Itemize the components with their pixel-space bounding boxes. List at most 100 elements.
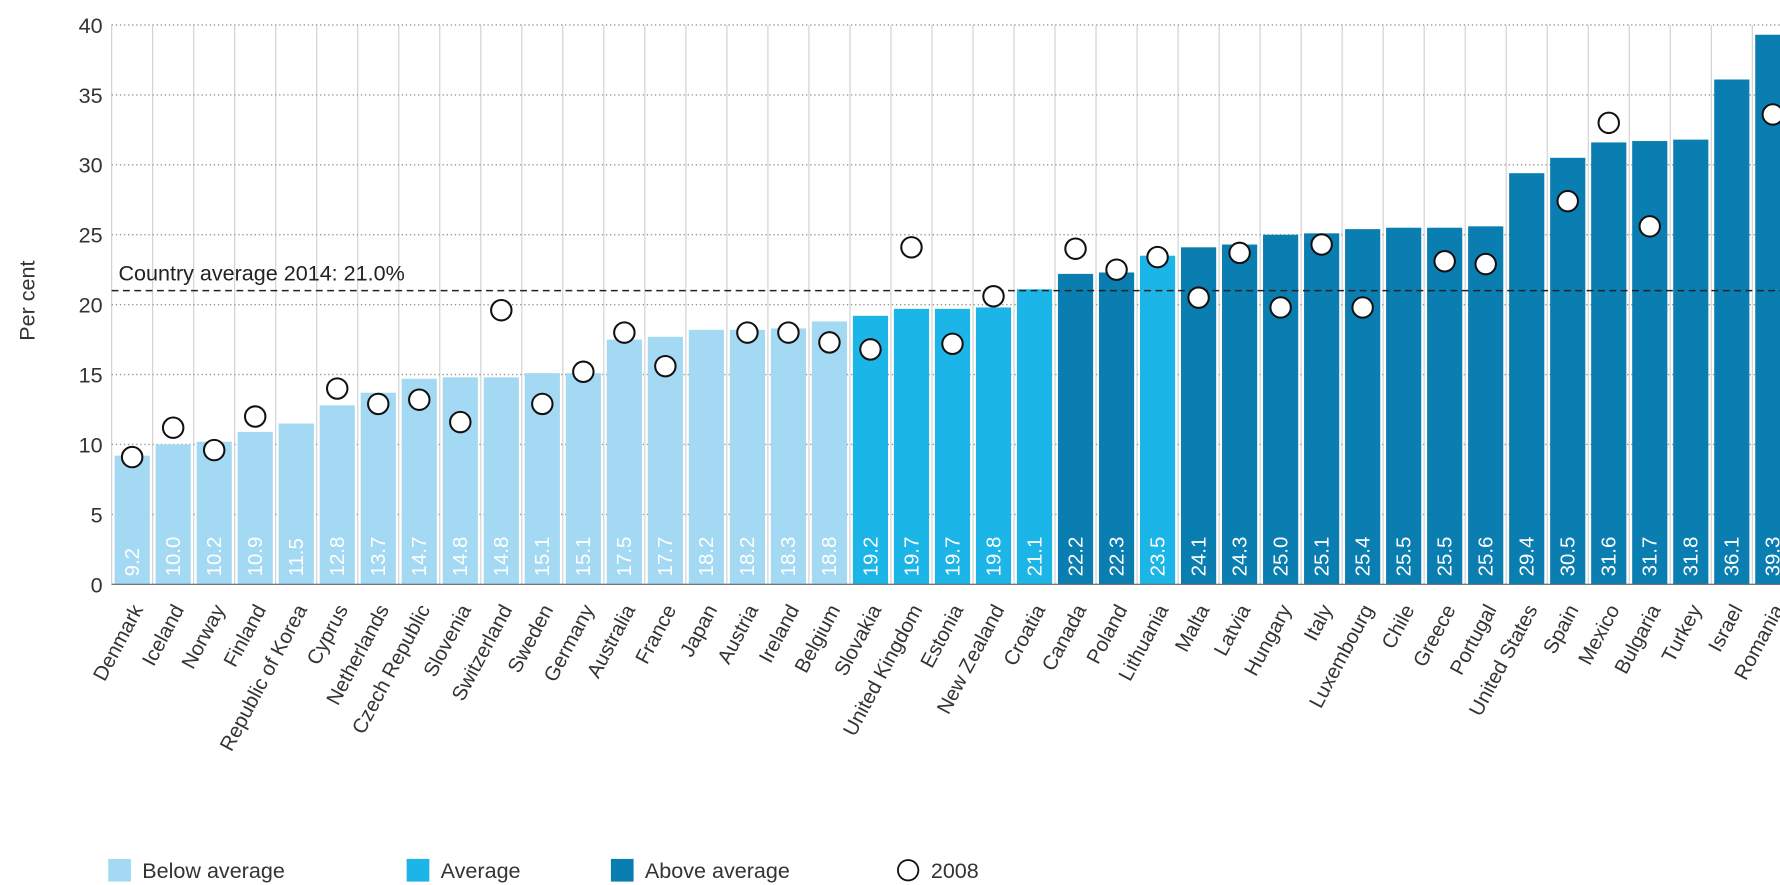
- bar: [319, 405, 355, 585]
- bar: [1673, 139, 1709, 585]
- marker-2008: [490, 299, 513, 322]
- value-label: 31.6: [1599, 537, 1621, 577]
- marker-2008: [161, 416, 185, 439]
- value-label: 23.5: [1147, 537, 1169, 577]
- bar: [237, 431, 273, 585]
- marker-2008: [449, 410, 472, 434]
- bar: [1632, 141, 1668, 585]
- value-label: 18.2: [737, 537, 759, 577]
- value-label: 14.7: [409, 537, 431, 577]
- marker-2008: [941, 332, 964, 356]
- marker-2008: [1597, 111, 1620, 135]
- bar: [155, 444, 191, 585]
- value-label: 19.7: [942, 537, 964, 577]
- marker-2008: [777, 321, 800, 344]
- legend-swatch: [610, 858, 634, 882]
- bar: [1016, 289, 1053, 585]
- y-tick-label: 15: [79, 363, 103, 388]
- bar: [606, 339, 642, 585]
- value-label: 12.8: [327, 537, 349, 577]
- legend-swatch: [108, 858, 131, 882]
- y-tick-label: 0: [91, 572, 103, 597]
- marker-2008: [900, 236, 923, 259]
- value-label: 25.4: [1352, 537, 1374, 577]
- marker-2008: [202, 438, 226, 462]
- legend-swatch: [406, 858, 430, 882]
- bar: [770, 328, 807, 585]
- bar: [483, 377, 519, 585]
- legend-label: Above average: [645, 858, 790, 883]
- x-tick-label: Spain: [1540, 601, 1584, 657]
- value-label: 18.2: [696, 537, 718, 577]
- marker-2008: [1638, 215, 1661, 238]
- bar: [360, 392, 396, 585]
- x-tick-label: Malta: [1171, 601, 1214, 656]
- bar: [1591, 142, 1627, 585]
- bar: [647, 336, 683, 585]
- value-label: 10.9: [245, 537, 267, 577]
- bar: [729, 329, 765, 585]
- x-tick-label: Israel: [1705, 601, 1748, 655]
- y-tick-label: 30: [79, 153, 103, 178]
- marker-2008: [408, 388, 431, 411]
- y-tick-label: 5: [91, 502, 103, 527]
- value-label: 25.5: [1434, 537, 1456, 577]
- value-label: 31.8: [1681, 537, 1703, 577]
- bar: [811, 321, 848, 585]
- value-label: 19.7: [901, 537, 923, 577]
- marker-2008: [1187, 286, 1210, 309]
- bar: [688, 329, 724, 585]
- value-label: 17.7: [655, 537, 677, 577]
- marker-2008: [1433, 250, 1456, 273]
- bar: [1755, 34, 1780, 585]
- marker-2008: [613, 321, 636, 344]
- legend-label: 2008: [931, 858, 979, 883]
- x-tick-label: Turkey: [1658, 601, 1707, 666]
- legend-label: Average: [441, 858, 521, 883]
- marker-2008: [243, 405, 267, 428]
- marker-2008: [1146, 245, 1169, 269]
- bar: [1509, 173, 1545, 585]
- legend-label: Below average: [142, 858, 285, 883]
- value-label: 11.5: [286, 538, 308, 576]
- bar: [1222, 244, 1258, 585]
- marker-2008: [1761, 103, 1780, 126]
- value-label: 25.1: [1311, 537, 1333, 577]
- bar: [1386, 227, 1422, 585]
- value-label: 10.0: [163, 537, 185, 577]
- value-label: 29.4: [1517, 537, 1539, 577]
- marker-2008: [1310, 233, 1333, 256]
- value-label: 25.5: [1393, 537, 1415, 577]
- marker-2008: [531, 392, 554, 416]
- bar: [975, 307, 1012, 585]
- bar: [893, 308, 930, 585]
- bar: [565, 373, 601, 585]
- legend-marker: [897, 859, 920, 882]
- value-label: 21.1: [1024, 537, 1046, 577]
- value-label: 30.5: [1558, 537, 1580, 577]
- value-label: 15.1: [532, 537, 554, 577]
- marker-2008: [1269, 296, 1292, 319]
- marker-2008: [736, 321, 759, 344]
- value-label: 17.5: [614, 537, 636, 577]
- value-label: 22.2: [1065, 537, 1087, 577]
- bar: [1057, 273, 1094, 585]
- x-tick-label: Japan: [677, 601, 723, 660]
- value-label: 19.8: [983, 537, 1005, 577]
- marker-2008: [818, 331, 841, 354]
- marker-2008: [120, 445, 144, 469]
- marker-2008: [1351, 296, 1374, 319]
- value-label: 25.6: [1476, 537, 1498, 577]
- value-label: 15.1: [573, 537, 595, 577]
- y-tick-label: 25: [79, 223, 103, 248]
- bar: [196, 441, 232, 585]
- marker-2008: [572, 360, 595, 384]
- y-tick-label: 40: [79, 13, 103, 38]
- value-label: 36.1: [1722, 537, 1744, 577]
- value-label: 31.7: [1640, 537, 1662, 577]
- value-label: 25.0: [1270, 537, 1292, 577]
- bar: [1345, 229, 1381, 585]
- x-tick-label: Chile: [1378, 601, 1419, 652]
- y-axis-label: Per cent: [14, 261, 39, 341]
- bar: [1714, 79, 1750, 585]
